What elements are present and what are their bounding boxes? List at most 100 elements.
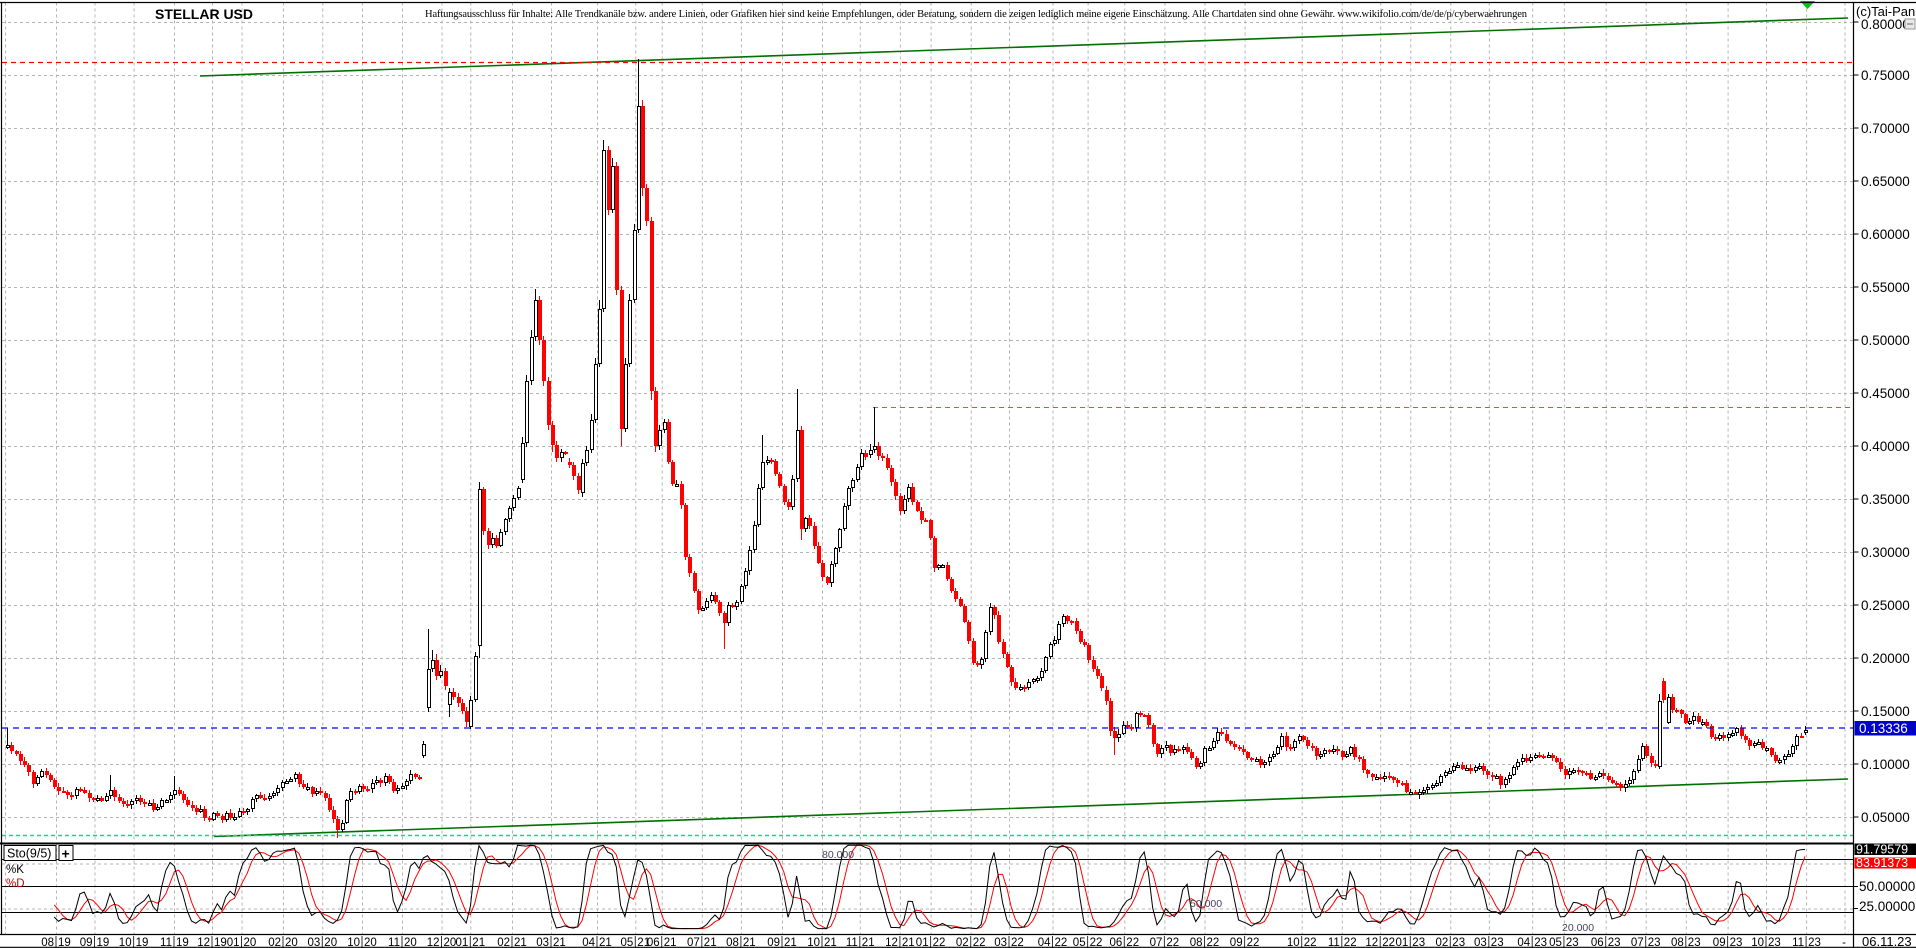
svg-text:22: 22 xyxy=(1304,937,1317,948)
svg-text:11: 11 xyxy=(1328,937,1340,948)
svg-text:07: 07 xyxy=(687,937,700,948)
svg-text:03: 03 xyxy=(994,937,1007,948)
svg-text:12: 12 xyxy=(1365,937,1378,948)
svg-text:91.79579: 91.79579 xyxy=(1856,843,1908,857)
svg-text:22: 22 xyxy=(1126,937,1139,948)
svg-text:22: 22 xyxy=(1166,937,1179,948)
svg-text:50.00000: 50.00000 xyxy=(1859,879,1915,894)
svg-text:STELLAR USD: STELLAR USD xyxy=(155,6,253,22)
svg-text:0.70000: 0.70000 xyxy=(1861,121,1910,136)
svg-text:02: 02 xyxy=(1436,937,1449,948)
svg-text:0.75000: 0.75000 xyxy=(1861,68,1910,83)
svg-text:21: 21 xyxy=(514,937,527,948)
svg-text:23: 23 xyxy=(1412,937,1425,948)
svg-text:21: 21 xyxy=(862,937,875,948)
svg-text:(c)Tai-Pan: (c)Tai-Pan xyxy=(1856,4,1915,19)
svg-text:23: 23 xyxy=(1566,937,1579,948)
svg-text:80.000: 80.000 xyxy=(822,849,854,861)
svg-text:09: 09 xyxy=(80,937,93,948)
svg-text:Haftungsausschluss für Inhalte: Haftungsausschluss für Inhalte: Alle Tre… xyxy=(425,9,1528,20)
svg-text:23: 23 xyxy=(1688,937,1701,948)
svg-text:21: 21 xyxy=(664,937,677,948)
svg-text:02: 02 xyxy=(956,937,969,948)
svg-text:21: 21 xyxy=(824,937,837,948)
svg-text:01: 01 xyxy=(1396,937,1409,948)
svg-text:21: 21 xyxy=(472,937,485,948)
svg-text:19: 19 xyxy=(214,937,227,948)
svg-text:23: 23 xyxy=(1452,937,1465,948)
svg-text:02: 02 xyxy=(268,937,281,948)
svg-text:05: 05 xyxy=(621,937,634,948)
svg-text:0.15000: 0.15000 xyxy=(1861,704,1910,719)
svg-text:21: 21 xyxy=(704,937,717,948)
svg-text:20: 20 xyxy=(404,937,417,948)
svg-text:%D: %D xyxy=(6,878,25,890)
svg-text:11: 11 xyxy=(1792,937,1804,948)
svg-text:09: 09 xyxy=(1230,937,1243,948)
svg-text:08: 08 xyxy=(726,937,739,948)
svg-text:06: 06 xyxy=(1591,937,1604,948)
svg-text:03: 03 xyxy=(536,937,549,948)
svg-text:21: 21 xyxy=(637,937,650,948)
svg-text:21: 21 xyxy=(553,937,566,948)
svg-text:0.60000: 0.60000 xyxy=(1861,227,1910,242)
svg-text:10: 10 xyxy=(347,937,360,948)
svg-text:02: 02 xyxy=(497,937,510,948)
svg-text:23: 23 xyxy=(1808,937,1821,948)
svg-text:11: 11 xyxy=(846,937,858,948)
svg-text:23: 23 xyxy=(1730,937,1743,948)
svg-text:0.40000: 0.40000 xyxy=(1861,439,1910,454)
svg-text:0.05000: 0.05000 xyxy=(1861,810,1910,825)
svg-text:01: 01 xyxy=(916,937,929,948)
svg-text:23: 23 xyxy=(1648,937,1661,948)
svg-text:07: 07 xyxy=(1631,937,1644,948)
svg-text:06: 06 xyxy=(1110,937,1123,948)
svg-text:0.30000: 0.30000 xyxy=(1861,545,1910,560)
svg-text:22: 22 xyxy=(1207,937,1220,948)
svg-text:25.00000: 25.00000 xyxy=(1859,899,1915,914)
svg-text:22: 22 xyxy=(1247,937,1260,948)
svg-text:21: 21 xyxy=(784,937,797,948)
svg-text:01: 01 xyxy=(456,937,469,948)
svg-text:20: 20 xyxy=(285,937,298,948)
svg-text:22: 22 xyxy=(1090,937,1103,948)
svg-text:20: 20 xyxy=(324,937,337,948)
svg-text:09: 09 xyxy=(767,937,780,948)
svg-text:05: 05 xyxy=(1549,937,1562,948)
svg-text:-: - xyxy=(1842,937,1846,948)
svg-text:23: 23 xyxy=(1534,937,1547,948)
svg-text:08: 08 xyxy=(1671,937,1684,948)
svg-text:22: 22 xyxy=(1344,937,1357,948)
svg-text:12: 12 xyxy=(885,937,898,948)
svg-text:04: 04 xyxy=(1517,937,1530,948)
svg-text:06.11.23: 06.11.23 xyxy=(1862,934,1912,948)
svg-text:22: 22 xyxy=(933,937,946,948)
svg-text:10: 10 xyxy=(1287,937,1300,948)
svg-text:+: + xyxy=(62,846,70,862)
svg-text:08: 08 xyxy=(41,937,54,948)
svg-text:0.10000: 0.10000 xyxy=(1861,757,1910,772)
svg-text:04: 04 xyxy=(582,937,595,948)
svg-text:10: 10 xyxy=(807,937,820,948)
svg-text:11: 11 xyxy=(388,937,400,948)
svg-text:0.25000: 0.25000 xyxy=(1861,598,1910,613)
svg-text:05: 05 xyxy=(1073,937,1086,948)
svg-text:12: 12 xyxy=(197,937,210,948)
svg-text:03: 03 xyxy=(1474,937,1487,948)
svg-text:0.80000: 0.80000 xyxy=(1861,17,1910,32)
svg-text:06: 06 xyxy=(647,937,660,948)
svg-text:08: 08 xyxy=(1190,937,1203,948)
svg-text:23: 23 xyxy=(1608,937,1621,948)
svg-text:0.65000: 0.65000 xyxy=(1861,174,1910,189)
svg-text:19: 19 xyxy=(136,937,149,948)
svg-text:23: 23 xyxy=(1491,937,1504,948)
svg-text:20.000: 20.000 xyxy=(1562,922,1594,934)
svg-text:23: 23 xyxy=(1768,937,1781,948)
svg-text:07: 07 xyxy=(1150,937,1163,948)
svg-text:83.91373: 83.91373 xyxy=(1856,856,1908,870)
svg-text:11: 11 xyxy=(160,937,172,948)
svg-text:20: 20 xyxy=(444,937,457,948)
svg-text:12: 12 xyxy=(427,937,440,948)
svg-text:22: 22 xyxy=(973,937,986,948)
svg-text:19: 19 xyxy=(97,937,110,948)
